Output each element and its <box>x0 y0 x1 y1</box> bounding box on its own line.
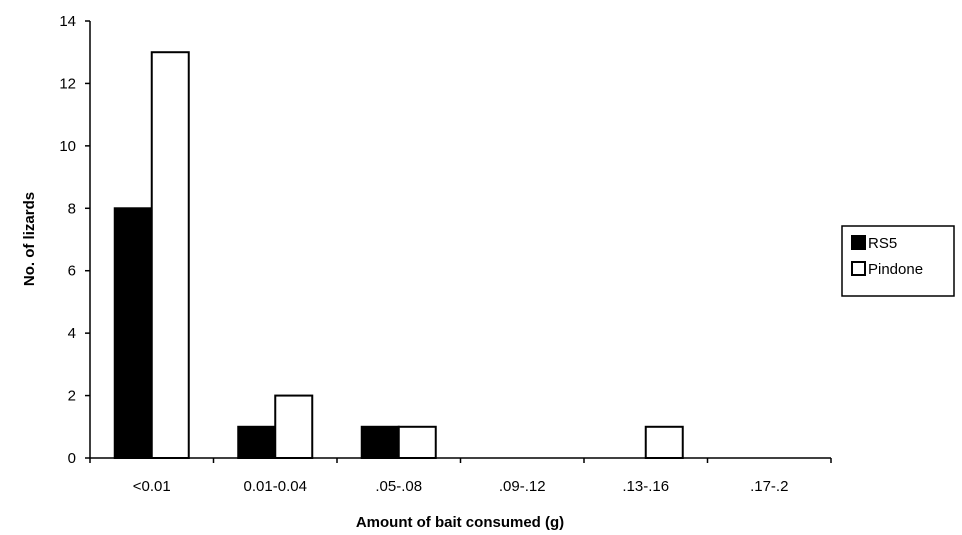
x-axis-ticks: <0.01 0.01-0.04 .05-.08 .09-.12 .13-.16 .17-.… <box>89 458 832 495</box>
x-tick-label: .05-.08 <box>375 478 422 495</box>
bar-pindone <box>397 425 437 459</box>
legend-swatch-rs5 <box>851 235 866 250</box>
x-tick-label: .13-.16 <box>622 478 669 495</box>
legend-label-rs5: RS5 <box>868 235 897 252</box>
x-tick-label: .17-.2 <box>750 478 788 495</box>
bar-pindone <box>150 51 190 459</box>
y-tick-label: 14 <box>59 13 76 30</box>
y-tick-label: 8 <box>68 200 76 217</box>
x-axis-title: Amount of bait consumed (g) <box>356 514 564 531</box>
bars <box>113 51 684 460</box>
y-tick-label: 2 <box>68 388 76 405</box>
y-tick-label: 12 <box>59 75 76 92</box>
x-tick-label: .09-.12 <box>499 478 546 495</box>
bar-pindone <box>644 425 684 459</box>
legend-label-pindone: Pindone <box>868 261 923 278</box>
y-tick-label: 6 <box>68 263 76 280</box>
legend-swatch-pindone <box>851 261 866 276</box>
bar-rs5 <box>237 425 277 459</box>
y-tick-label: 4 <box>68 325 76 342</box>
legend: RS5 Pindone <box>841 225 955 297</box>
bar-rs5 <box>113 207 153 459</box>
x-tick-label: 0.01-0.04 <box>244 478 307 495</box>
x-tick-label: <0.01 <box>133 478 171 495</box>
y-tick-label: 0 <box>68 450 76 467</box>
bar-pindone <box>274 394 314 460</box>
y-tick-label: 10 <box>59 138 76 155</box>
bar-rs5 <box>360 425 400 459</box>
y-axis-ticks: 0 2 4 6 8 10 12 14 <box>59 13 90 467</box>
y-axis-title: No. of lizards <box>21 192 38 286</box>
